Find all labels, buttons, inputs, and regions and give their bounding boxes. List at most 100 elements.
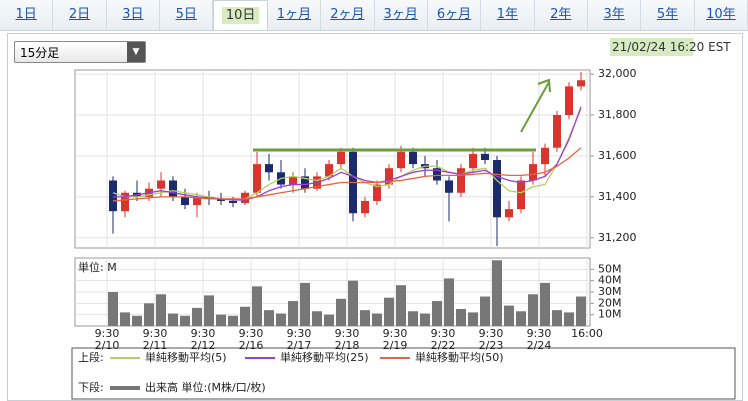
dropdown-label: 15分足 xyxy=(20,46,60,60)
x-tick-label: 2/18 xyxy=(335,339,360,352)
x-tick-label: 2/23 xyxy=(479,339,504,352)
moving-average-line xyxy=(113,106,582,201)
volume-bar xyxy=(312,311,322,326)
volume-bar xyxy=(252,286,262,326)
legend-lower-label: 下段: xyxy=(78,380,104,394)
moving-average-line xyxy=(112,147,582,202)
x-tick-label: 9:30 xyxy=(383,327,408,340)
tab[interactable]: 2ヶ月 xyxy=(321,0,375,30)
x-tick-label: 2/16 xyxy=(239,339,264,352)
tab[interactable]: 3年 xyxy=(588,0,642,30)
tab[interactable]: 2年 xyxy=(535,0,588,30)
candle-body xyxy=(361,200,369,214)
volume-bar xyxy=(432,301,442,326)
marks xyxy=(108,72,586,326)
y-tick-label: 31,800 xyxy=(598,108,637,121)
candle-body xyxy=(169,180,177,197)
candle-body xyxy=(409,151,417,165)
candle-body xyxy=(229,200,237,203)
legend-upper-label: 上段: xyxy=(78,350,104,364)
volume-bar xyxy=(300,282,310,326)
volume-bar xyxy=(228,315,238,326)
volume-bar xyxy=(552,310,562,326)
y-tick-label: 31,200 xyxy=(598,231,637,244)
tab[interactable]: 1年 xyxy=(481,0,535,30)
x-tick-label: 2/12 xyxy=(191,339,216,352)
x-tick-label: 2/17 xyxy=(287,339,312,352)
tab-selected[interactable]: 10日 xyxy=(213,0,268,30)
volume-bar xyxy=(372,313,382,326)
y-tick-label: 32,000 xyxy=(598,67,637,80)
volume-bar xyxy=(444,278,454,326)
volume-bar xyxy=(396,285,406,326)
candle-body xyxy=(541,147,549,165)
tab[interactable]: 5年 xyxy=(641,0,695,30)
volume-bar xyxy=(240,306,250,326)
tab[interactable]: 1ヶ月 xyxy=(268,0,322,30)
volume-bar xyxy=(264,310,274,326)
volume-bar xyxy=(156,294,166,326)
candle-body xyxy=(457,168,465,193)
volume-bar xyxy=(408,311,418,326)
volume-bar xyxy=(456,309,466,326)
candle-body xyxy=(121,192,129,212)
y-tick-label: 40M xyxy=(598,274,622,287)
candle-body xyxy=(337,151,345,165)
x-tick-label: 9:30 xyxy=(287,327,312,340)
tab[interactable]: 6ヶ月 xyxy=(428,0,482,30)
volume-bar xyxy=(120,312,130,326)
tab[interactable]: 3ヶ月 xyxy=(375,0,428,30)
volume-bar xyxy=(132,315,142,326)
tab[interactable]: 5日 xyxy=(160,0,214,30)
period-tabs: 1日 2日 3日 5日 10日 1ヶ月 2ヶ月 3ヶ月 6ヶ月 1年 2年 3年… xyxy=(0,0,748,31)
volume-bar xyxy=(420,313,430,326)
candle-body xyxy=(373,184,381,201)
y-tick-label: 50M xyxy=(598,262,622,275)
candle-body xyxy=(565,86,573,116)
candle-body xyxy=(217,198,225,201)
candle-body xyxy=(265,164,273,173)
candle-body xyxy=(253,164,261,193)
legend-volume-label: 出来高 単位:(M株/口/枚) xyxy=(145,380,266,394)
x-tick-label: 2/10 xyxy=(95,339,120,352)
volume-bar xyxy=(108,292,118,326)
candle-body xyxy=(289,176,297,185)
volume-unit: 単位: M xyxy=(78,260,117,274)
x-tick-label: 9:30 xyxy=(95,327,120,340)
volume-bar xyxy=(288,301,298,326)
y-tick-label: 10M xyxy=(598,308,622,321)
x-tick-label: 9:30 xyxy=(191,327,216,340)
y-tick-label: 31,400 xyxy=(598,190,637,203)
annotation-arrowhead xyxy=(537,78,551,93)
volume-bar xyxy=(576,296,586,326)
timestamp: 21/02/24 16:20 EST xyxy=(610,38,733,56)
legend-box xyxy=(71,347,736,400)
volume-bar xyxy=(192,307,202,326)
y-tick-label: 30M xyxy=(598,285,622,298)
candle-body xyxy=(505,209,513,218)
legend-label: 単純移動平均(50) xyxy=(415,350,504,364)
x-tick-label: 9:30 xyxy=(239,327,264,340)
price-plot xyxy=(74,69,591,249)
volume-bar xyxy=(516,311,526,326)
x-tick-label: 9:30 xyxy=(431,327,456,340)
x-tick-label: 16:00 xyxy=(571,327,603,340)
x-tick-label: 2/24 xyxy=(527,339,552,352)
y-tick-label: 20M xyxy=(598,296,622,309)
volume-bar xyxy=(204,295,214,326)
interval-dropdown[interactable]: 15分足 ▼ xyxy=(14,41,146,63)
volume-bar xyxy=(144,303,154,326)
candle-body xyxy=(577,80,585,87)
tab[interactable]: 3日 xyxy=(107,0,161,30)
volume-bar xyxy=(276,313,286,326)
volume-bar xyxy=(360,310,370,326)
tab[interactable]: 2日 xyxy=(53,0,107,30)
volume-bar xyxy=(180,315,190,326)
tab[interactable]: 1日 xyxy=(0,0,54,30)
y-tick-label: 31,600 xyxy=(598,149,637,162)
candle-body xyxy=(529,164,537,181)
candle-body xyxy=(433,168,441,181)
candle-body xyxy=(301,176,309,189)
volume-bar xyxy=(348,280,358,326)
volume-bar xyxy=(492,260,502,326)
